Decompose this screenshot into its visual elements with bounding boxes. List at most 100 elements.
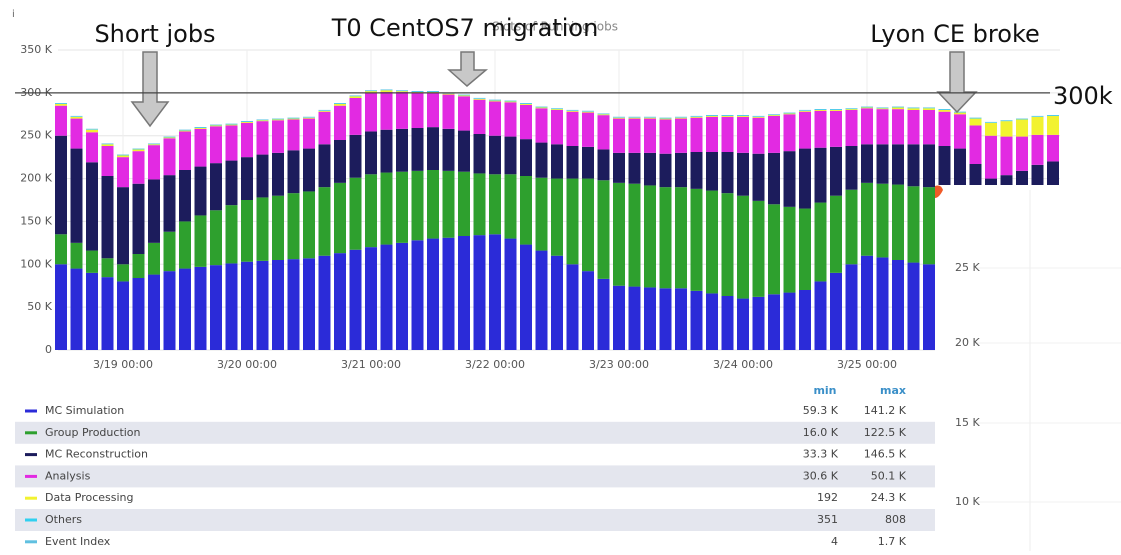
bar-segment [753, 116, 765, 117]
bar-segment [784, 113, 796, 114]
bar-segment [1016, 137, 1028, 171]
bar-segment [133, 254, 145, 278]
bar-segment [753, 154, 765, 201]
bar-segment [474, 98, 486, 99]
bar-segment [427, 91, 439, 92]
bar-segment [102, 146, 114, 176]
bar-segment [846, 110, 858, 146]
bar-segment [784, 151, 796, 207]
bar-segment [164, 138, 176, 175]
bar-segment [675, 153, 687, 187]
bar-segment [629, 184, 641, 287]
bar-segment [427, 170, 439, 239]
bar-segment [985, 123, 997, 136]
bar-segment [908, 186, 920, 262]
bar-segment [815, 109, 827, 110]
legend-name: Others [45, 513, 82, 526]
bar-segment [55, 264, 67, 350]
bar-segment [520, 245, 532, 350]
bar-segment [319, 187, 331, 256]
bar-segment [164, 175, 176, 232]
bar-segment [102, 277, 114, 350]
bar-segment [319, 111, 331, 112]
bar-segment [737, 299, 749, 350]
bar-segment [520, 104, 532, 105]
bar-segment [365, 174, 377, 247]
y-tick-label: 50 K [27, 300, 52, 313]
bar-segment [598, 114, 610, 115]
bar-segment [1016, 119, 1028, 136]
bar-segment [505, 101, 517, 102]
info-icon[interactable]: i [12, 9, 15, 20]
legend-swatch [25, 540, 37, 543]
annotation: Lyon CE broke [870, 20, 1040, 48]
bar-segment [613, 118, 625, 119]
bar-segment [241, 121, 253, 122]
reference-label: 300k [1053, 82, 1113, 110]
bar-segment [381, 130, 393, 173]
bar-segment [117, 157, 129, 187]
bar-segment [210, 125, 222, 126]
bar-segment [489, 101, 501, 135]
bar-segment [427, 127, 439, 170]
bar-segment [474, 173, 486, 235]
bar-segment [567, 179, 579, 265]
bar-segment [970, 125, 982, 164]
bar-segment [815, 148, 827, 203]
bar-segment [443, 171, 455, 238]
bar-segment [71, 119, 83, 149]
bar-segment [598, 180, 610, 279]
bar-segment [226, 205, 238, 263]
legend-min: 16.0 K [803, 426, 839, 439]
bar-segment [86, 129, 98, 130]
x-tick-label: 3/21 00:00 [341, 358, 401, 371]
bar-segment [582, 113, 594, 147]
bar-segment [877, 257, 889, 350]
bar-segment [536, 251, 548, 350]
bar-segment [210, 210, 222, 265]
x-tick-label: 3/22 00:00 [465, 358, 525, 371]
bar-segment [272, 120, 284, 153]
bar-segment [861, 256, 873, 350]
bar-segment [675, 117, 687, 118]
bar-segment [861, 107, 873, 108]
bar-segment [706, 152, 718, 191]
bar-segment [334, 140, 346, 183]
bar-segment [179, 170, 191, 221]
bar-segment [598, 279, 610, 350]
bar-segment [71, 117, 83, 119]
bar-segment [226, 263, 238, 350]
bar-segment [551, 144, 563, 178]
bar-segment [923, 264, 935, 350]
bar-segment [241, 123, 253, 157]
bar-segment [272, 119, 284, 120]
bar-segment [443, 95, 455, 129]
bar-segment [365, 93, 377, 132]
bar-segment [412, 93, 424, 128]
bar-segment [923, 108, 935, 110]
bar-segment [381, 92, 393, 130]
bar-segment [148, 145, 160, 179]
bar-segment [846, 109, 858, 110]
bar-segment [536, 178, 548, 251]
bar-segment [1032, 116, 1044, 117]
bar-segment [954, 113, 966, 115]
overlay: 25 K20 K15 K10 K [935, 185, 1121, 551]
bar-segment [691, 117, 703, 118]
bar-segment [722, 152, 734, 193]
bar-segment [396, 91, 408, 92]
bar-segment [319, 112, 331, 145]
legend-min: 30.6 K [803, 469, 839, 482]
bar-segment [334, 253, 346, 350]
legend-min: 59.3 K [803, 404, 839, 417]
bar-segment [706, 293, 718, 350]
bar-segment [164, 232, 176, 271]
bar-segment [396, 92, 408, 129]
y-tick-label: 200 K [20, 172, 52, 185]
bar-segment [1032, 135, 1044, 165]
bar-segment [861, 183, 873, 256]
bar-segment [923, 144, 935, 187]
bar-segment [598, 149, 610, 180]
bar-segment [102, 144, 114, 145]
bar-segment [241, 157, 253, 200]
